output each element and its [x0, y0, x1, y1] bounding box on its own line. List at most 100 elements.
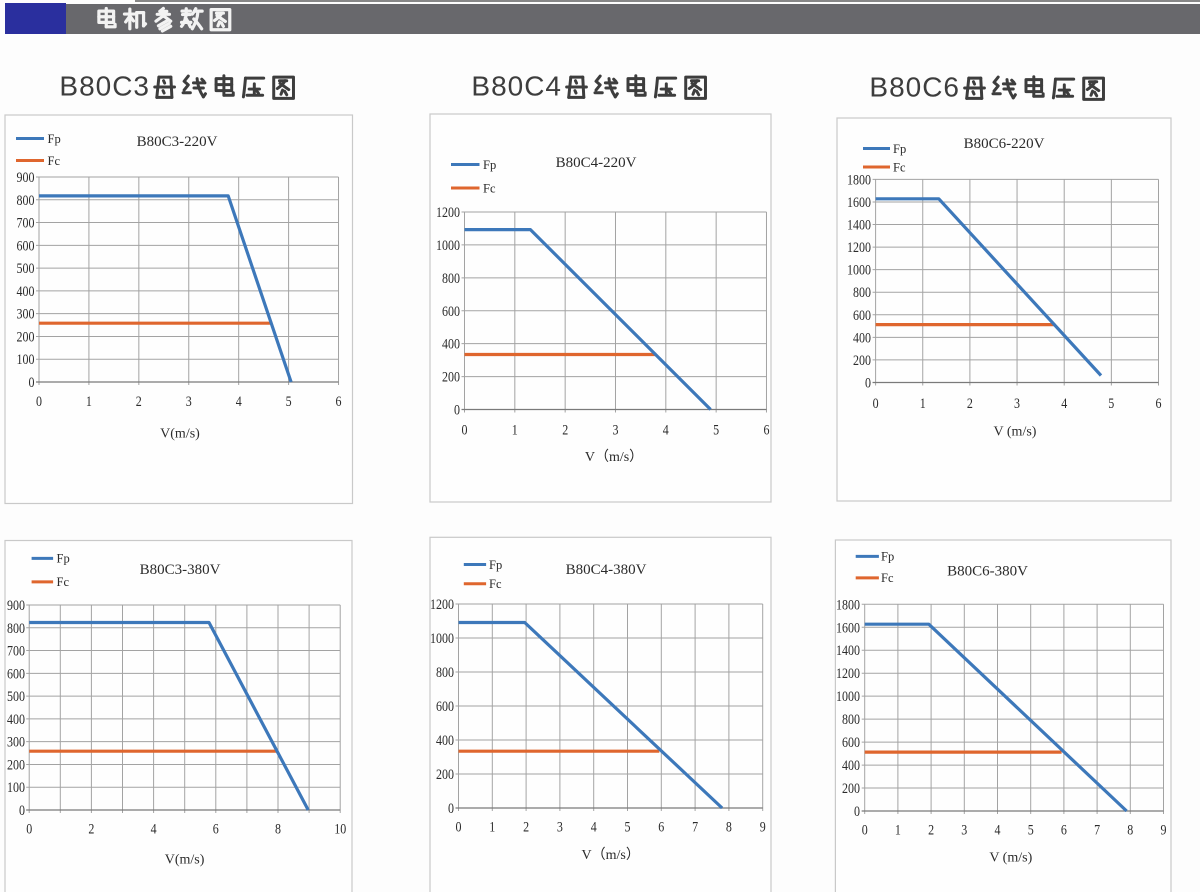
svg-text:1000: 1000: [436, 238, 460, 254]
svg-text:800: 800: [7, 621, 25, 637]
svg-text:900: 900: [7, 598, 25, 614]
svg-text:4: 4: [663, 423, 669, 439]
svg-text:V（m/s）: V（m/s）: [585, 449, 643, 465]
svg-text:400: 400: [442, 337, 460, 353]
svg-text:0: 0: [19, 803, 25, 819]
svg-text:B80C3-380V: B80C3-380V: [140, 562, 221, 578]
svg-text:800: 800: [853, 285, 871, 301]
svg-text:3: 3: [557, 819, 563, 835]
svg-text:600: 600: [436, 699, 454, 715]
svg-text:1: 1: [512, 423, 518, 439]
svg-text:800: 800: [436, 665, 454, 681]
svg-text:4: 4: [151, 821, 157, 837]
svg-text:B80C3-220V: B80C3-220V: [137, 134, 218, 150]
svg-text:1400: 1400: [836, 643, 860, 659]
svg-text:B80C3: B80C3: [59, 71, 150, 102]
svg-text:Fp: Fp: [489, 558, 502, 572]
svg-text:1600: 1600: [836, 620, 860, 636]
svg-text:8: 8: [275, 821, 281, 837]
svg-text:400: 400: [17, 284, 35, 300]
svg-text:200: 200: [7, 757, 25, 773]
svg-text:400: 400: [436, 733, 454, 749]
svg-text:2: 2: [967, 396, 973, 412]
svg-text:500: 500: [17, 261, 35, 277]
svg-text:8: 8: [726, 819, 732, 835]
svg-text:1: 1: [920, 396, 926, 412]
svg-text:V (m/s): V (m/s): [989, 850, 1032, 865]
svg-text:5: 5: [713, 423, 719, 439]
svg-text:Fc: Fc: [483, 181, 496, 195]
svg-text:2: 2: [523, 819, 529, 835]
svg-text:0: 0: [36, 394, 42, 410]
svg-text:0: 0: [862, 823, 868, 839]
svg-text:600: 600: [7, 666, 25, 682]
svg-text:200: 200: [436, 767, 454, 783]
svg-text:1400: 1400: [847, 218, 871, 234]
svg-text:Fp: Fp: [57, 552, 70, 566]
svg-text:300: 300: [7, 735, 25, 751]
svg-text:400: 400: [853, 330, 871, 346]
svg-text:700: 700: [17, 216, 35, 232]
svg-text:B80C6-380V: B80C6-380V: [947, 564, 1028, 580]
svg-text:2: 2: [928, 823, 934, 839]
svg-text:7: 7: [1094, 823, 1100, 839]
svg-text:0: 0: [456, 819, 462, 835]
svg-text:200: 200: [853, 353, 871, 369]
svg-text:6: 6: [213, 821, 219, 837]
svg-text:1200: 1200: [430, 597, 454, 613]
svg-text:3: 3: [613, 423, 619, 439]
svg-text:300: 300: [17, 307, 35, 323]
svg-text:800: 800: [842, 712, 860, 728]
svg-text:2: 2: [136, 394, 142, 410]
svg-text:400: 400: [842, 758, 860, 774]
svg-text:4: 4: [1061, 396, 1067, 412]
svg-text:1000: 1000: [847, 263, 871, 279]
svg-text:5: 5: [1108, 396, 1114, 412]
svg-text:Fp: Fp: [48, 132, 61, 146]
svg-text:B80C4-220V: B80C4-220V: [556, 155, 637, 171]
svg-text:6: 6: [336, 394, 342, 410]
svg-text:100: 100: [17, 352, 35, 368]
svg-text:6: 6: [764, 423, 770, 439]
svg-text:1000: 1000: [430, 631, 454, 647]
svg-text:Fc: Fc: [57, 575, 70, 589]
svg-text:4: 4: [591, 819, 597, 835]
svg-text:5: 5: [1028, 823, 1034, 839]
svg-text:Fp: Fp: [483, 158, 496, 172]
svg-text:Fp: Fp: [881, 550, 894, 564]
svg-text:9: 9: [760, 819, 766, 835]
svg-text:1200: 1200: [847, 240, 871, 256]
svg-text:6: 6: [658, 819, 664, 835]
svg-text:V (m/s): V (m/s): [994, 425, 1037, 440]
svg-text:9: 9: [1161, 823, 1167, 839]
svg-text:4: 4: [995, 823, 1001, 839]
svg-text:10: 10: [334, 821, 346, 837]
svg-text:1800: 1800: [847, 172, 871, 188]
svg-text:200: 200: [442, 370, 460, 386]
svg-text:B80C6: B80C6: [869, 72, 960, 103]
svg-text:1200: 1200: [436, 205, 460, 221]
svg-text:0: 0: [462, 423, 468, 439]
svg-text:Fc: Fc: [48, 154, 61, 168]
svg-text:1600: 1600: [847, 195, 871, 211]
svg-text:B80C4: B80C4: [471, 71, 562, 102]
svg-text:600: 600: [842, 735, 860, 751]
svg-text:3: 3: [961, 823, 967, 839]
svg-text:100: 100: [7, 780, 25, 796]
svg-text:V(m/s): V(m/s): [160, 427, 200, 442]
svg-text:B80C6-220V: B80C6-220V: [964, 136, 1045, 152]
svg-text:500: 500: [7, 689, 25, 705]
svg-text:0: 0: [854, 804, 860, 820]
svg-text:200: 200: [17, 329, 35, 345]
svg-text:900: 900: [17, 170, 35, 186]
svg-text:V（m/s）: V（m/s）: [582, 847, 640, 863]
svg-text:0: 0: [29, 375, 35, 391]
svg-text:Fc: Fc: [893, 160, 906, 174]
svg-text:800: 800: [442, 271, 460, 287]
svg-text:200: 200: [842, 781, 860, 797]
svg-text:800: 800: [17, 193, 35, 209]
svg-text:V(m/s): V(m/s): [165, 852, 205, 867]
svg-text:0: 0: [865, 376, 871, 392]
svg-text:4: 4: [236, 394, 242, 410]
svg-text:3: 3: [1014, 396, 1020, 412]
